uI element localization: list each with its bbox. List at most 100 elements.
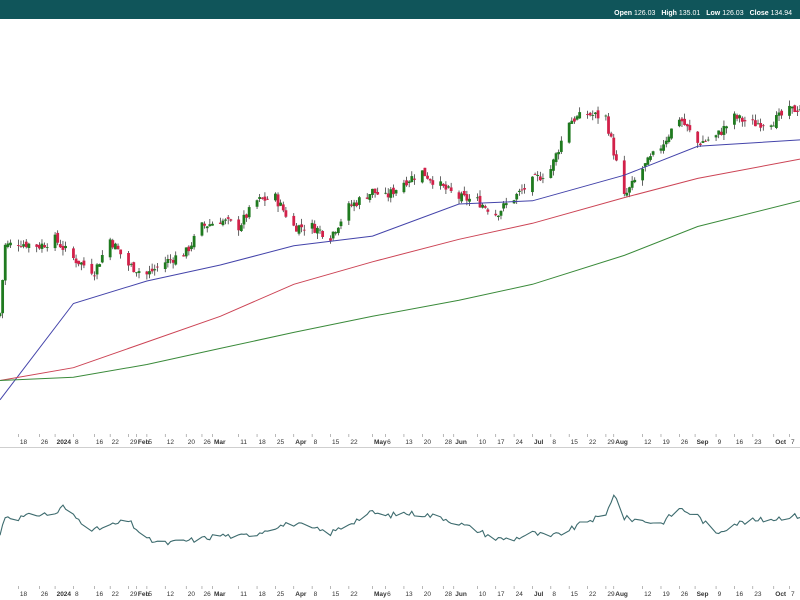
candle-up [371,188,374,195]
candle-up [394,190,398,194]
x-tick-label: Jun [455,591,467,598]
candle-down [37,244,41,249]
x-tick-label: 11 [240,439,247,446]
candle-up [239,225,243,232]
candle-down [612,137,616,156]
x-tick-label: Sep [697,591,709,598]
candle-up [315,227,319,234]
x-tick-label: 18 [259,591,267,598]
candle-up [0,313,2,317]
candle-up [633,179,637,183]
panel-divider [0,447,800,448]
oscillator-panel [0,494,800,546]
candle-up [137,271,141,273]
x-tick-label: 12 [167,591,175,598]
candle-up [701,141,705,143]
candle-up [468,198,471,202]
candle-down [350,204,353,206]
candle-up [515,193,519,200]
x-tick-label: 15 [332,591,340,598]
open-value: 126.03 [633,10,656,17]
candle-down [596,110,600,119]
candle-up [98,264,102,267]
candle-down [119,249,123,255]
candle-down [520,189,524,191]
candle-up [402,182,406,193]
candle-down [229,219,233,221]
candle-down [735,114,739,119]
candle-down [281,204,285,211]
candle-down [35,244,39,247]
oscillator-line [0,494,800,546]
candle-down [423,167,427,177]
candle-up [357,197,361,205]
candle-up [339,221,343,227]
candle-up [224,219,227,221]
candle-up [64,245,67,249]
x-tick-label: 28 [445,591,453,598]
candle-up [559,140,563,152]
candle-down [386,193,390,198]
candle-up [536,174,540,176]
x-tick-label: 2024 [57,591,72,598]
candle-up [279,202,283,206]
x-tick-label: 26 [41,591,49,598]
candle-down [82,260,86,266]
candle-up [347,203,351,221]
candle-up [662,144,666,151]
x-tick-label: Mar [214,439,226,446]
candle-up [153,269,157,271]
candle-up [389,189,393,198]
candle-down [538,176,542,181]
x-tick-label: Apr [295,439,307,446]
candle-up [114,243,117,250]
candle-up [756,123,760,125]
x-tick-label: 13 [405,591,413,598]
close-label: Close [749,10,769,17]
candle-up [166,259,170,263]
high-label: High [661,10,677,17]
candle-down [19,246,23,247]
high-value: 135.01 [678,10,701,17]
candle-up [192,235,196,248]
candle-down [355,202,359,206]
x-tick-label: 7 [791,591,795,598]
candle-up [499,210,503,216]
x-tick-label: Aug [615,591,628,598]
candle-up [738,115,742,119]
x-tick-label: 8 [75,591,79,598]
x-tick-label: 18 [259,439,267,446]
candle-up [310,222,314,229]
candle-down [478,195,482,208]
candle-down [462,190,466,196]
candle-down [43,245,46,248]
candle-down [155,266,159,268]
x-tick-label: Oct [775,439,787,446]
candle-up [649,156,652,160]
candle-down [302,229,306,231]
candle-up [646,157,650,165]
x-tick-label: 8 [314,439,318,446]
candle-down [111,240,115,248]
candle-down [607,116,610,134]
x-tick-label: 9 [718,439,722,446]
candle-down [761,125,765,127]
candle-down [321,230,325,237]
x-tick-label: 29 [130,439,138,446]
candle-up [134,272,138,274]
candle-up [641,168,645,181]
candles-group [0,100,800,319]
candle-down [533,174,537,175]
x-tick-label: 17 [497,439,505,446]
candle-up [667,136,671,143]
x-tick-label: 16 [96,439,104,446]
candle-up [504,203,508,206]
candle-up [439,181,443,186]
candle-up [334,232,338,234]
ohlc-readout: Open 126.03 High 135.01 Low 126.03 Close… [614,10,796,17]
candle-up [205,226,209,229]
candle-down [405,180,408,186]
candle-down [93,275,96,277]
candle-down [187,246,191,252]
